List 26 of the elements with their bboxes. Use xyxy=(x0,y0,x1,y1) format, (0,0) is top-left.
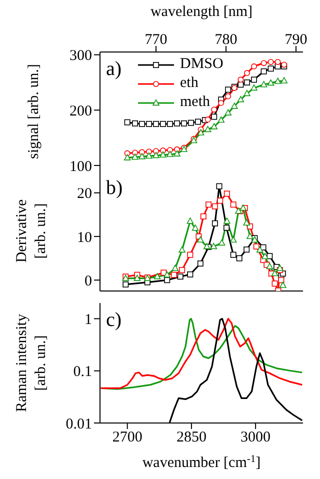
y-tick-label: 100 xyxy=(70,158,92,175)
x-tick-label: 3000 xyxy=(240,430,271,446)
y-axis-title: Derivative [arb. un.] xyxy=(14,199,49,263)
y-tick-label: 300 xyxy=(70,48,92,64)
annotation: a) xyxy=(106,58,122,81)
y-tick-label: 20 xyxy=(77,186,92,202)
x-tick-label: 2850 xyxy=(176,430,206,446)
y-tick-label: 10 xyxy=(77,230,92,246)
y-tick-label: 0 xyxy=(84,273,92,290)
x-axis-title: wavenumber [cm$^{-1}$] xyxy=(142,454,261,471)
y-axis-title: Raman intensity [arb. un.] xyxy=(14,314,49,412)
annotation: b) xyxy=(106,177,123,200)
y-tick-label: 0.1 xyxy=(73,364,92,380)
legend-label: eth xyxy=(180,75,198,92)
legend-label: meth xyxy=(180,94,210,111)
x-tick-label: 770 xyxy=(144,32,168,48)
x-tick-label: 780 xyxy=(214,32,238,48)
x-tick-label: 2700 xyxy=(112,430,142,446)
y-tick-label: 200 xyxy=(70,103,92,120)
x-axis-title: wavelength [nm] xyxy=(150,4,253,20)
annotation: c) xyxy=(106,309,122,332)
y-tick-label: 1 xyxy=(84,312,92,328)
x-tick-label: 790 xyxy=(284,32,308,48)
y-tick-label: 0.01 xyxy=(66,416,92,432)
y-axis-title: signal [arb. un.] xyxy=(26,64,42,159)
legend-label: DMSO xyxy=(180,56,224,73)
